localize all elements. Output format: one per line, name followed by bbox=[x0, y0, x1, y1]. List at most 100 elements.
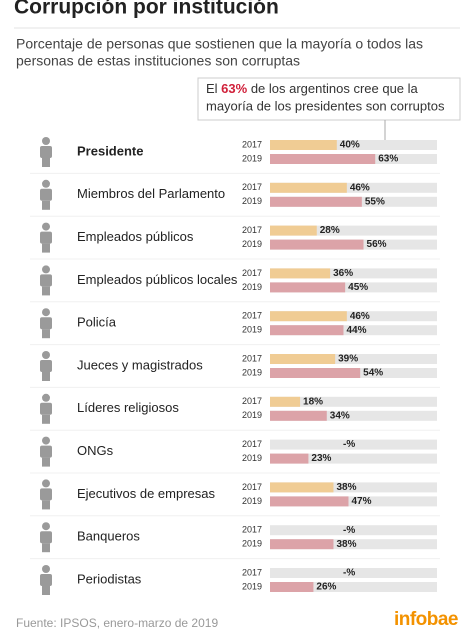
subtitle: personas de estas instituciones son corr… bbox=[16, 53, 300, 69]
value-label: 38% bbox=[336, 482, 356, 493]
bar bbox=[270, 396, 301, 407]
category-label: Jueces y magistrados bbox=[77, 357, 203, 372]
category-label: Líderes religiosos bbox=[77, 400, 179, 415]
bar-track bbox=[270, 439, 437, 450]
chart-title: Corrupción por institución bbox=[14, 0, 279, 19]
bar bbox=[270, 453, 309, 464]
value-label: 18% bbox=[303, 396, 323, 407]
bar-track bbox=[270, 525, 437, 536]
series-label: 2019 bbox=[242, 496, 262, 506]
icon-head bbox=[42, 308, 50, 317]
value-label: 38% bbox=[336, 539, 356, 550]
annotation: mayoría de los presidentes son corruptos bbox=[206, 98, 445, 113]
category-label: Policía bbox=[77, 315, 117, 330]
value-label: 47% bbox=[351, 496, 371, 507]
bar-track bbox=[270, 410, 437, 421]
value-label: 26% bbox=[316, 582, 336, 593]
series-label: 2019 bbox=[242, 453, 262, 463]
bar bbox=[270, 354, 336, 364]
series-label: 2017 bbox=[242, 182, 262, 192]
icon bbox=[40, 265, 52, 296]
annotation: El 63% de los argentinos cree que la bbox=[206, 81, 419, 96]
series-label: 2019 bbox=[242, 153, 262, 163]
icon-head bbox=[42, 351, 50, 359]
icon-legs bbox=[42, 372, 50, 381]
icon-legs bbox=[42, 158, 50, 167]
value-label: 54% bbox=[363, 368, 383, 379]
series-label: 2017 bbox=[242, 225, 262, 235]
value-label: 23% bbox=[311, 453, 331, 464]
icon-legs bbox=[42, 414, 50, 424]
bar-track bbox=[270, 354, 437, 364]
value-label: 45% bbox=[348, 282, 368, 293]
annotation-text: de los argentinos cree que la bbox=[247, 81, 418, 96]
category-label: Empleados públicos locales bbox=[77, 272, 238, 287]
subtitle: Porcentaje de personas que sostienen que… bbox=[16, 36, 423, 52]
annotation-text: El bbox=[206, 81, 221, 96]
bar-track bbox=[270, 182, 437, 193]
icon bbox=[40, 522, 52, 553]
category-label: Ejecutivos de empresas bbox=[77, 486, 216, 501]
series-label: 2017 bbox=[242, 439, 262, 449]
icon-legs bbox=[42, 243, 50, 253]
icon-head bbox=[42, 393, 50, 402]
icon-body bbox=[40, 360, 52, 372]
bar-track bbox=[270, 282, 437, 293]
icon-body bbox=[40, 531, 52, 544]
bar-track bbox=[270, 496, 437, 507]
bar-track bbox=[270, 568, 437, 578]
icon-head bbox=[42, 222, 50, 231]
bar bbox=[270, 311, 347, 322]
bar bbox=[270, 368, 361, 378]
icon bbox=[40, 222, 52, 253]
icon bbox=[40, 351, 52, 381]
series-label: 2017 bbox=[242, 353, 262, 363]
icon bbox=[40, 137, 52, 167]
value-label: 34% bbox=[330, 410, 350, 421]
bar bbox=[270, 225, 317, 236]
bar-track bbox=[270, 311, 437, 322]
series-label: 2017 bbox=[242, 139, 262, 149]
bar bbox=[270, 239, 364, 250]
series-label: 2019 bbox=[242, 282, 262, 292]
value-label: 63% bbox=[378, 154, 398, 165]
bar bbox=[270, 482, 334, 493]
bar-track bbox=[270, 582, 437, 592]
series-label: 2017 bbox=[242, 396, 262, 406]
icon-legs bbox=[42, 286, 50, 296]
series-label: 2017 bbox=[242, 311, 262, 321]
category-label: Periodistas bbox=[77, 571, 142, 586]
icon bbox=[40, 565, 52, 595]
icon-legs bbox=[42, 329, 50, 339]
series-label: 2019 bbox=[242, 239, 262, 249]
series-label: 2017 bbox=[242, 525, 262, 535]
series-label: 2019 bbox=[242, 581, 262, 591]
value-label: 40% bbox=[340, 140, 360, 151]
icon-body bbox=[40, 445, 52, 458]
bar-track bbox=[270, 539, 437, 550]
bar-track bbox=[270, 325, 437, 336]
icon-head bbox=[42, 479, 50, 488]
bar-track bbox=[270, 140, 437, 150]
category-label: Banqueros bbox=[77, 529, 140, 544]
bar-track bbox=[270, 482, 437, 493]
icon-legs bbox=[42, 500, 50, 510]
icon bbox=[40, 479, 52, 510]
value-label: -% bbox=[343, 525, 355, 536]
value-label: 56% bbox=[367, 239, 387, 250]
logo: infobae bbox=[394, 609, 458, 630]
category-label: Presidente bbox=[77, 143, 143, 158]
bar bbox=[270, 582, 314, 592]
icon bbox=[40, 308, 52, 339]
series-label: 2019 bbox=[242, 367, 262, 377]
bar bbox=[270, 539, 334, 550]
bar bbox=[270, 154, 376, 164]
bar-track bbox=[270, 225, 437, 236]
category-label: Miembros del Parlamento bbox=[77, 186, 225, 201]
icon-legs bbox=[42, 200, 50, 210]
value-label: 44% bbox=[346, 325, 366, 336]
series-label: 2017 bbox=[242, 268, 262, 278]
bar bbox=[270, 325, 344, 336]
series-label: 2017 bbox=[242, 567, 262, 577]
icon bbox=[40, 393, 52, 424]
